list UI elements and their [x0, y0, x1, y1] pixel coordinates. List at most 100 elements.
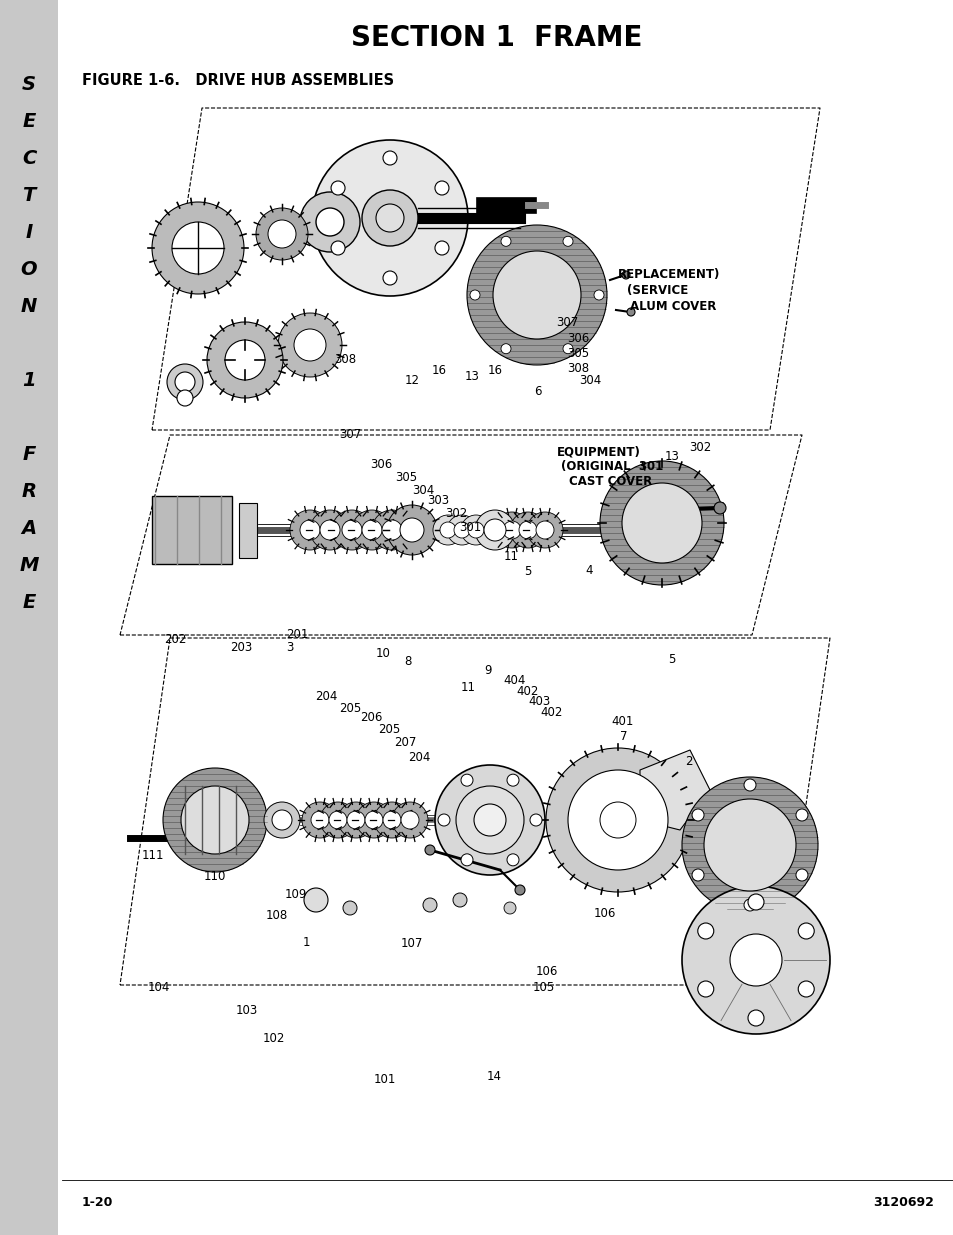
Text: 101: 101 [374, 1073, 395, 1086]
Circle shape [302, 802, 337, 839]
Circle shape [562, 236, 573, 246]
Circle shape [530, 814, 541, 826]
Circle shape [460, 774, 473, 787]
Circle shape [453, 893, 467, 906]
Text: 108: 108 [265, 909, 287, 921]
Circle shape [315, 207, 344, 236]
Circle shape [594, 290, 603, 300]
Polygon shape [639, 750, 709, 830]
Text: REPLACEMENT): REPLACEMENT) [618, 268, 720, 280]
Text: 205: 205 [377, 724, 399, 736]
Circle shape [312, 140, 468, 296]
Text: 13: 13 [464, 370, 479, 383]
Circle shape [470, 290, 479, 300]
Text: 305: 305 [566, 347, 588, 359]
Text: 301: 301 [458, 521, 480, 534]
Circle shape [255, 207, 308, 261]
Circle shape [503, 902, 516, 914]
Bar [0, 0, 58, 1235]
Text: T: T [22, 186, 35, 205]
Circle shape [433, 515, 462, 545]
Text: CAST COVER: CAST COVER [568, 475, 651, 488]
Text: 306: 306 [370, 458, 392, 471]
Circle shape [304, 888, 328, 911]
Circle shape [310, 510, 350, 550]
Circle shape [747, 1010, 763, 1026]
Text: 8: 8 [404, 656, 412, 668]
Text: 102: 102 [262, 1032, 284, 1045]
Text: O: O [21, 261, 37, 279]
Circle shape [337, 802, 374, 839]
Circle shape [361, 520, 381, 540]
Circle shape [172, 222, 224, 274]
Circle shape [468, 522, 483, 538]
Circle shape [502, 521, 520, 538]
Circle shape [355, 802, 392, 839]
Circle shape [526, 513, 562, 548]
Circle shape [264, 802, 299, 839]
Circle shape [621, 483, 701, 563]
Circle shape [703, 799, 795, 890]
Circle shape [381, 520, 401, 540]
Circle shape [506, 774, 518, 787]
Circle shape [518, 521, 537, 538]
Circle shape [795, 809, 807, 821]
Circle shape [392, 802, 428, 839]
Text: FIGURE 1-6.   DRIVE HUB ASSEMBLIES: FIGURE 1-6. DRIVE HUB ASSEMBLIES [82, 73, 394, 88]
Circle shape [207, 322, 283, 398]
Circle shape [510, 513, 545, 548]
Circle shape [365, 811, 382, 829]
Circle shape [697, 981, 713, 997]
Circle shape [475, 510, 515, 550]
Circle shape [515, 885, 524, 895]
Text: 3120692: 3120692 [872, 1197, 933, 1209]
Circle shape [272, 810, 292, 830]
Text: 14: 14 [486, 1071, 501, 1083]
Text: 402: 402 [516, 685, 537, 698]
Circle shape [437, 814, 450, 826]
Circle shape [382, 811, 400, 829]
Circle shape [447, 515, 476, 545]
Circle shape [329, 811, 347, 829]
Text: I: I [26, 224, 32, 242]
Text: 12: 12 [404, 374, 419, 387]
Text: 307: 307 [339, 429, 361, 441]
Circle shape [277, 312, 341, 377]
Text: E: E [22, 112, 35, 131]
Circle shape [294, 329, 326, 361]
Circle shape [439, 522, 456, 538]
Text: SECTION 1  FRAME: SECTION 1 FRAME [351, 23, 642, 52]
Text: 401: 401 [611, 715, 633, 727]
Circle shape [374, 802, 410, 839]
Text: 16: 16 [487, 364, 502, 377]
Circle shape [424, 845, 435, 855]
Text: 11: 11 [503, 551, 518, 563]
Circle shape [681, 777, 817, 913]
Text: S: S [22, 75, 36, 94]
Circle shape [500, 343, 511, 353]
Text: 7: 7 [619, 730, 627, 742]
Text: 16: 16 [432, 364, 447, 377]
Text: 201: 201 [286, 629, 308, 641]
Circle shape [567, 769, 667, 869]
Text: 308: 308 [334, 353, 355, 366]
Circle shape [795, 869, 807, 881]
Text: (ORIGINAL  301: (ORIGINAL 301 [560, 461, 662, 473]
Circle shape [435, 182, 449, 195]
Circle shape [331, 241, 345, 254]
Circle shape [347, 811, 365, 829]
Text: 1-20: 1-20 [82, 1197, 113, 1209]
Text: EQUIPMENT): EQUIPMENT) [557, 446, 640, 458]
Text: F: F [22, 445, 35, 464]
Circle shape [713, 501, 725, 514]
Circle shape [454, 522, 470, 538]
Circle shape [400, 811, 418, 829]
Text: 109: 109 [284, 888, 306, 900]
Text: 305: 305 [395, 472, 416, 484]
Text: 4: 4 [585, 564, 593, 577]
Text: 106: 106 [535, 966, 557, 978]
Circle shape [152, 203, 244, 294]
Text: ALUM COVER: ALUM COVER [629, 300, 716, 312]
Text: 204: 204 [408, 751, 430, 763]
Text: 111: 111 [141, 850, 164, 862]
